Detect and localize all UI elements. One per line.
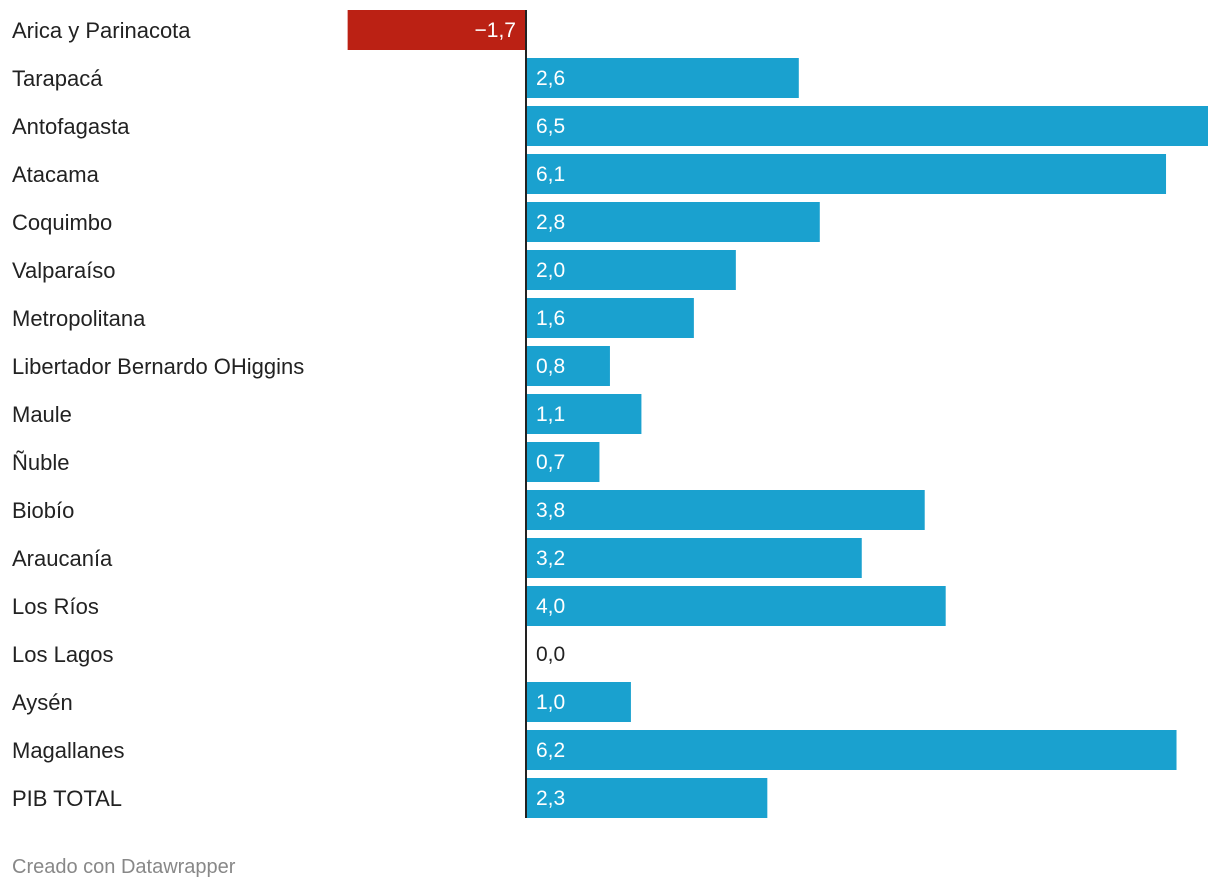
category-label: Maule xyxy=(12,402,72,427)
bar xyxy=(526,586,946,626)
bar xyxy=(526,490,925,530)
value-label: 2,8 xyxy=(536,211,565,234)
category-label: Metropolitana xyxy=(12,306,146,331)
value-label: 6,2 xyxy=(536,739,565,762)
bar xyxy=(526,730,1177,770)
category-label: Atacama xyxy=(12,162,100,187)
category-label: Biobío xyxy=(12,498,74,523)
bar xyxy=(526,346,610,386)
category-label: PIB TOTAL xyxy=(12,786,122,811)
bar xyxy=(526,538,862,578)
value-label: 6,1 xyxy=(536,163,565,186)
value-label: 1,1 xyxy=(536,403,565,426)
datawrapper-credit: Creado con Datawrapper xyxy=(12,856,236,878)
value-label: 1,6 xyxy=(536,307,565,330)
value-label: 1,0 xyxy=(536,691,565,714)
value-label: 4,0 xyxy=(536,595,565,618)
category-label: Coquimbo xyxy=(12,210,112,235)
bar xyxy=(526,250,736,290)
bar xyxy=(526,202,820,242)
bar xyxy=(526,442,600,482)
category-label: Valparaíso xyxy=(12,258,116,283)
value-label: 3,8 xyxy=(536,499,565,522)
bar xyxy=(526,106,1208,146)
bar xyxy=(526,154,1167,194)
bar xyxy=(526,682,631,722)
category-label: Los Ríos xyxy=(12,594,99,619)
bar xyxy=(347,10,526,50)
category-label: Antofagasta xyxy=(12,114,130,139)
category-label: Araucanía xyxy=(12,546,113,571)
bar xyxy=(526,394,642,434)
value-label: 0,0 xyxy=(536,643,565,666)
category-label: Aysén xyxy=(12,690,73,715)
value-label: 2,3 xyxy=(536,787,565,810)
value-label: 2,6 xyxy=(536,67,565,90)
category-label: Ñuble xyxy=(12,450,69,475)
value-label: −1,7 xyxy=(475,19,516,42)
category-label: Magallanes xyxy=(12,738,125,763)
bar xyxy=(526,778,768,818)
value-label: 3,2 xyxy=(536,547,565,570)
category-label: Tarapacá xyxy=(12,66,103,91)
category-label: Los Lagos xyxy=(12,642,114,667)
bar xyxy=(526,298,694,338)
value-label: 0,7 xyxy=(536,451,565,474)
value-label: 6,5 xyxy=(536,115,565,138)
bar xyxy=(526,58,799,98)
value-label: 2,0 xyxy=(536,259,565,282)
value-label: 0,8 xyxy=(536,355,565,378)
category-label: Libertador Bernardo OHiggins xyxy=(12,354,304,379)
category-label: Arica y Parinacota xyxy=(12,18,191,43)
